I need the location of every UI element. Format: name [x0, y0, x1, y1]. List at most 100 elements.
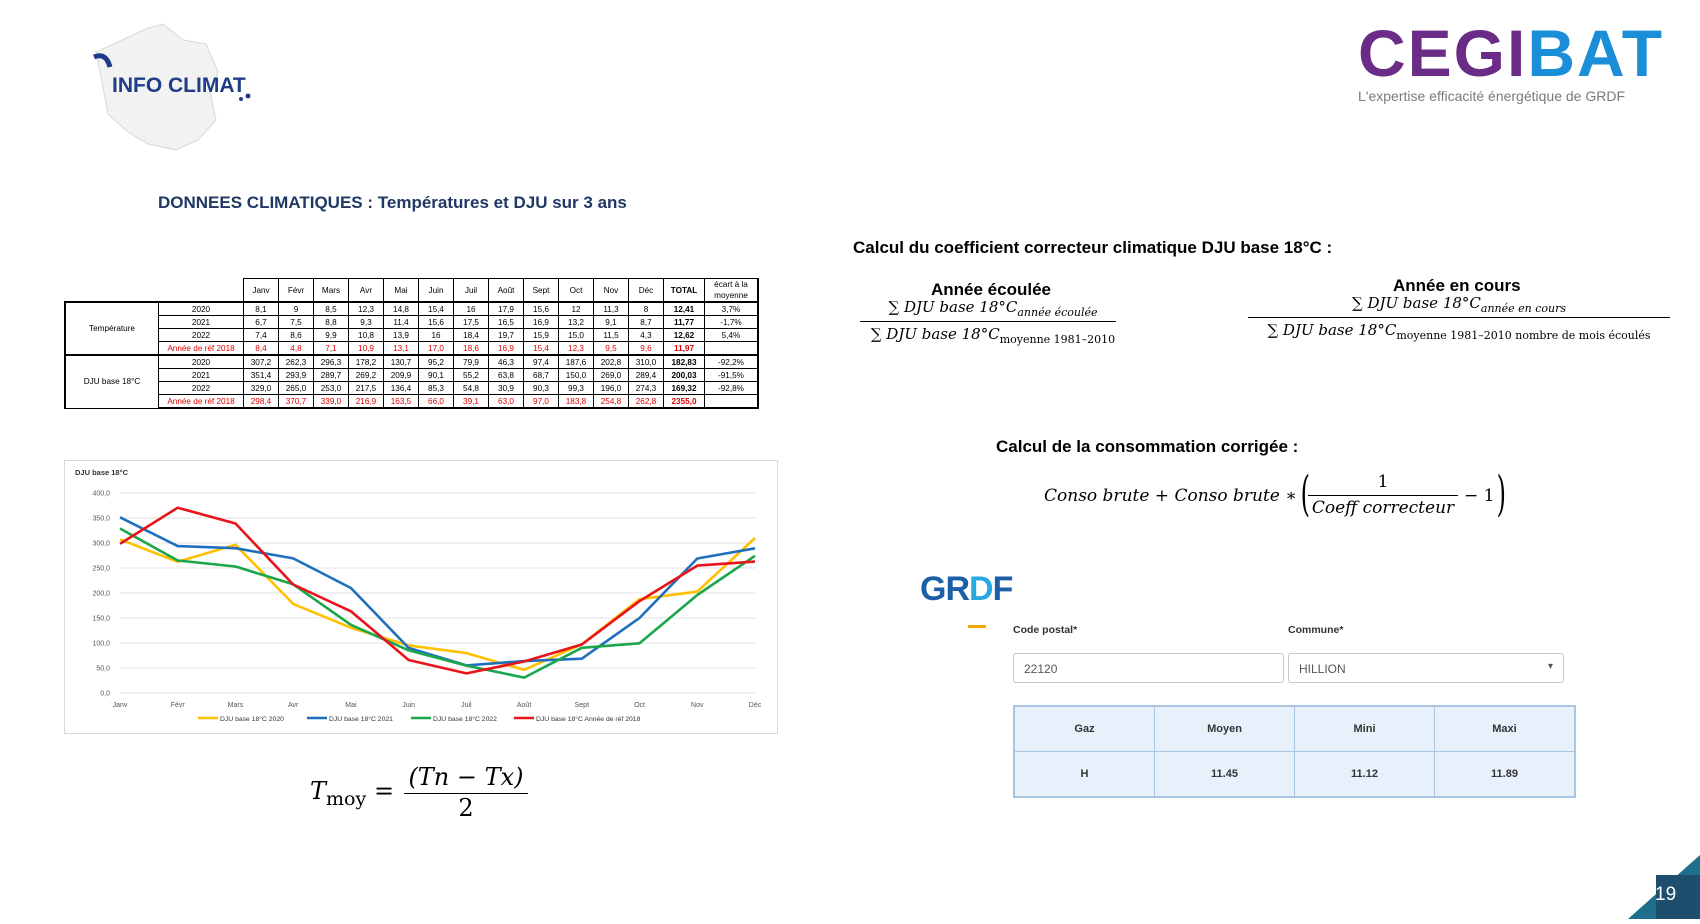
page-number: 19	[1655, 884, 1677, 905]
table-cell: 90,1	[418, 368, 454, 382]
gaz-header: Moyen	[1154, 705, 1295, 752]
gaz-cell: 11.12	[1294, 751, 1435, 798]
table-cell: 9	[278, 301, 314, 316]
table-cell: 296,3	[313, 354, 349, 369]
conso-formula: Conso brute + Conso brute ∗ ( 1 Coeff co…	[1044, 466, 1514, 530]
tmoy-formula: Tmoy = (Tn − Tx) 2	[310, 763, 550, 833]
table-cell: 54,8	[453, 381, 489, 395]
cegibat-logo: CEGIBAT L'expertise efficacité énergétiq…	[1358, 16, 1665, 104]
table-cell: 7,1	[313, 341, 349, 356]
table-cell: 16	[453, 301, 489, 316]
table-cell: 17,0	[418, 341, 454, 356]
table-cell: 16,5	[488, 315, 524, 329]
right-paren: )	[1496, 466, 1507, 522]
annee-cours-formula: ∑ DJU base 18°Cannée en cours ∑ DJU base…	[1248, 294, 1670, 342]
table-cell: 15,9	[523, 328, 559, 342]
y-tick-label: 250,0	[92, 566, 110, 573]
row-total: 11,97	[663, 341, 705, 356]
table-cell: 85,3	[418, 381, 454, 395]
donnees-title: DONNEES CLIMATIQUES : Températures et DJ…	[158, 193, 627, 212]
table-cell: 310,0	[628, 354, 664, 369]
table-cell: 19,7	[488, 328, 524, 342]
table-cell: 274,3	[628, 381, 664, 395]
row-ecart: 3,7%	[704, 301, 759, 316]
gaz-header: Gaz	[1013, 705, 1155, 752]
row-year: Année de réf 2018	[158, 394, 244, 409]
y-tick-label: 0,0	[100, 691, 110, 698]
y-tick-label: 150,0	[92, 616, 110, 623]
table-cell: 8,1	[243, 301, 279, 316]
series-line	[119, 537, 756, 672]
table-cell: 339,0	[313, 394, 349, 409]
y-tick-label: 350,0	[92, 516, 110, 523]
x-tick-label: Mars	[228, 702, 244, 709]
chart-title: DJU base 18°C	[75, 468, 129, 477]
row-ecart	[704, 394, 759, 409]
ae-num: ∑ DJU base 18°C	[888, 298, 1018, 316]
ac-num-sub: année en cours	[1480, 302, 1566, 315]
row-year: 2021	[158, 368, 244, 382]
tmoy-denominator: 2	[458, 794, 474, 822]
left-paren: (	[1300, 466, 1311, 522]
table-cell: 209,9	[383, 368, 419, 382]
table-cell: 265,0	[278, 381, 314, 395]
table-cell: 202,8	[593, 354, 629, 369]
month-header: Déc	[628, 278, 664, 303]
commune-select[interactable]: HILLION ▾	[1288, 653, 1564, 683]
legend-label: DJU base 18°C 2020	[220, 715, 284, 723]
table-cell: 196,0	[593, 381, 629, 395]
x-tick-label: Juin	[402, 702, 415, 709]
table-cell: 90,3	[523, 381, 559, 395]
row-total: 12,41	[663, 301, 705, 316]
month-header: Juin	[418, 278, 454, 303]
commune-value: HILLION	[1299, 662, 1346, 676]
group-label: DJU base 18°C	[64, 354, 159, 409]
table-cell: 298,4	[243, 394, 279, 409]
series-line	[119, 506, 756, 675]
month-header: Mars	[313, 278, 349, 303]
table-cell: 68,7	[523, 368, 559, 382]
row-total: 200,03	[663, 368, 705, 382]
ae-num-sub: année écoulée	[1017, 306, 1098, 319]
table-cell: 97,4	[523, 354, 559, 369]
table-cell: 254,8	[593, 394, 629, 409]
table-cell: 14,8	[383, 301, 419, 316]
conso-lhs: Conso brute + Conso brute ∗	[1044, 486, 1297, 506]
table-cell: 97,0	[523, 394, 559, 409]
table-cell: 289,4	[628, 368, 664, 382]
chevron-down-icon: ▾	[1547, 661, 1553, 672]
annee-cours-heading: Année en cours	[1393, 276, 1521, 295]
table-cell: 8,8	[313, 315, 349, 329]
ae-den: ∑ DJU base 18°C	[870, 325, 1000, 343]
x-tick-label: Avr	[288, 702, 299, 709]
table-cell: 351,4	[243, 368, 279, 382]
x-tick-label: Mai	[345, 702, 357, 709]
table-cell: 15,6	[523, 301, 559, 316]
table-cell: 99,3	[558, 381, 594, 395]
table-cell: 15,6	[418, 315, 454, 329]
table-cell: 183,8	[558, 394, 594, 409]
gaz-header: Mini	[1294, 705, 1435, 752]
infoclimat-logo: INFO CLIMAT	[88, 22, 263, 154]
conso-den: Coeff correcteur	[1311, 498, 1455, 518]
x-tick-label: Sept	[575, 702, 589, 709]
table-cell: 269,2	[348, 368, 384, 382]
table-cell: 39,1	[453, 394, 489, 409]
table-cell: 46,3	[488, 354, 524, 369]
table-cell: 8,6	[278, 328, 314, 342]
table-cell: 8,5	[313, 301, 349, 316]
commune-label: Commune*	[1288, 624, 1344, 636]
row-year: 2021	[158, 315, 244, 329]
table-cell: 4,8	[278, 341, 314, 356]
tmoy-numerator: (Tn − Tx)	[408, 763, 524, 791]
row-year: 2022	[158, 381, 244, 395]
gaz-header: Maxi	[1434, 705, 1576, 752]
table-cell: 130,7	[383, 354, 419, 369]
row-total: 169,32	[663, 381, 705, 395]
row-year: 2022	[158, 328, 244, 342]
conso-tail: − 1	[1464, 486, 1495, 506]
y-tick-label: 400,0	[92, 491, 110, 498]
code-postal-input[interactable]: 22120	[1013, 653, 1284, 683]
table-cell: 7,5	[278, 315, 314, 329]
table-cell: 8,4	[243, 341, 279, 356]
